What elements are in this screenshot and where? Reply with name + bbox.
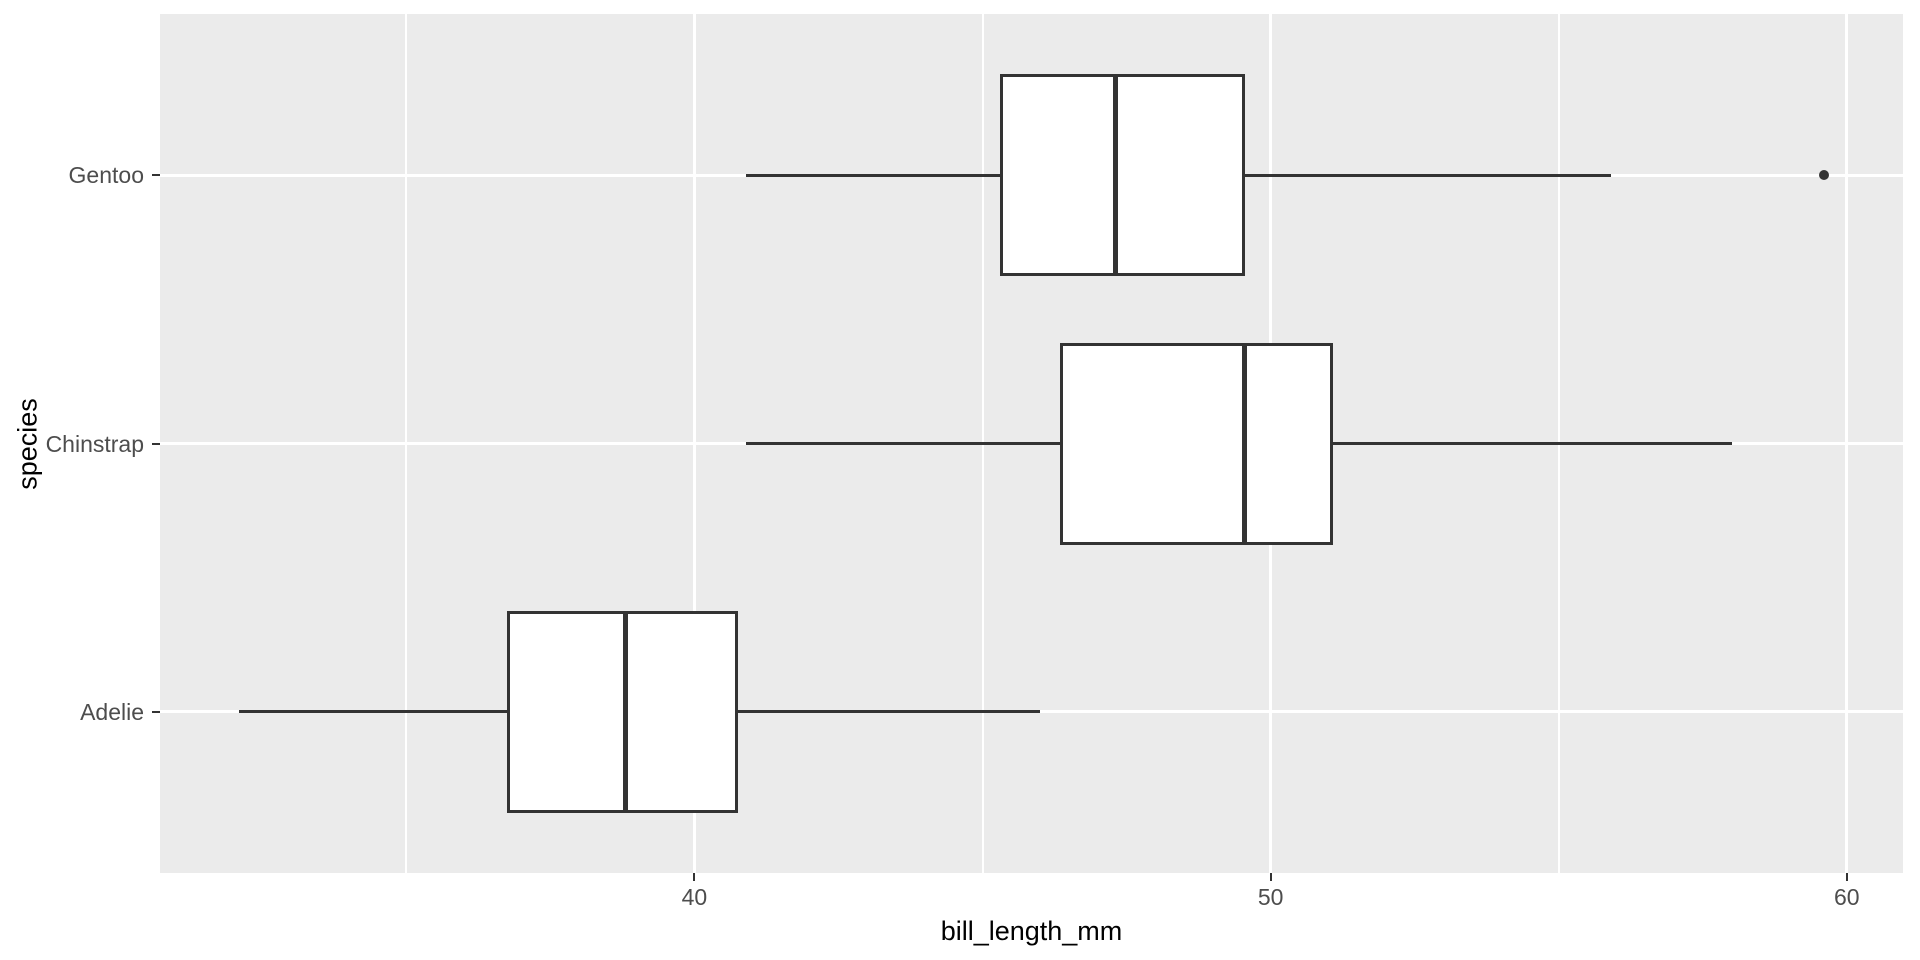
x-tick-label: 60: [1834, 884, 1860, 910]
y-tick-label-chinstrap: Chinstrap: [45, 430, 144, 457]
x-tick-label: 40: [681, 884, 708, 910]
y-tick-label-gentoo: Gentoo: [68, 162, 144, 189]
box-iqr-chinstrap: [1060, 342, 1333, 545]
whisker-lower-chinstrap: [746, 442, 1061, 445]
y-tick-mark: [152, 174, 160, 177]
outlier-point-gentoo: [1818, 170, 1829, 181]
whisker-upper-gentoo: [1244, 173, 1611, 177]
x-axis-title: bill_length_mm: [940, 916, 1123, 946]
x-tick-mark: [1845, 873, 1848, 881]
y-axis-title: species: [12, 397, 43, 490]
x-tick-mark: [1269, 873, 1272, 881]
box-iqr-adelie: [507, 610, 738, 813]
y-tick-mark: [152, 442, 160, 445]
median-line-gentoo: [1112, 77, 1118, 274]
x-tick-mark: [693, 873, 696, 881]
whisker-upper-adelie: [737, 710, 1041, 714]
whisker-lower-gentoo: [746, 173, 1000, 177]
median-line-chinstrap: [1242, 345, 1248, 542]
y-tick-label-adelie: Adelie: [80, 698, 144, 725]
box-iqr-gentoo: [999, 74, 1245, 277]
whisker-upper-chinstrap: [1332, 442, 1732, 445]
whisker-lower-adelie: [239, 710, 508, 714]
median-line-adelie: [622, 613, 628, 810]
y-tick-mark: [152, 710, 160, 713]
x-tick-label: 50: [1257, 884, 1284, 910]
